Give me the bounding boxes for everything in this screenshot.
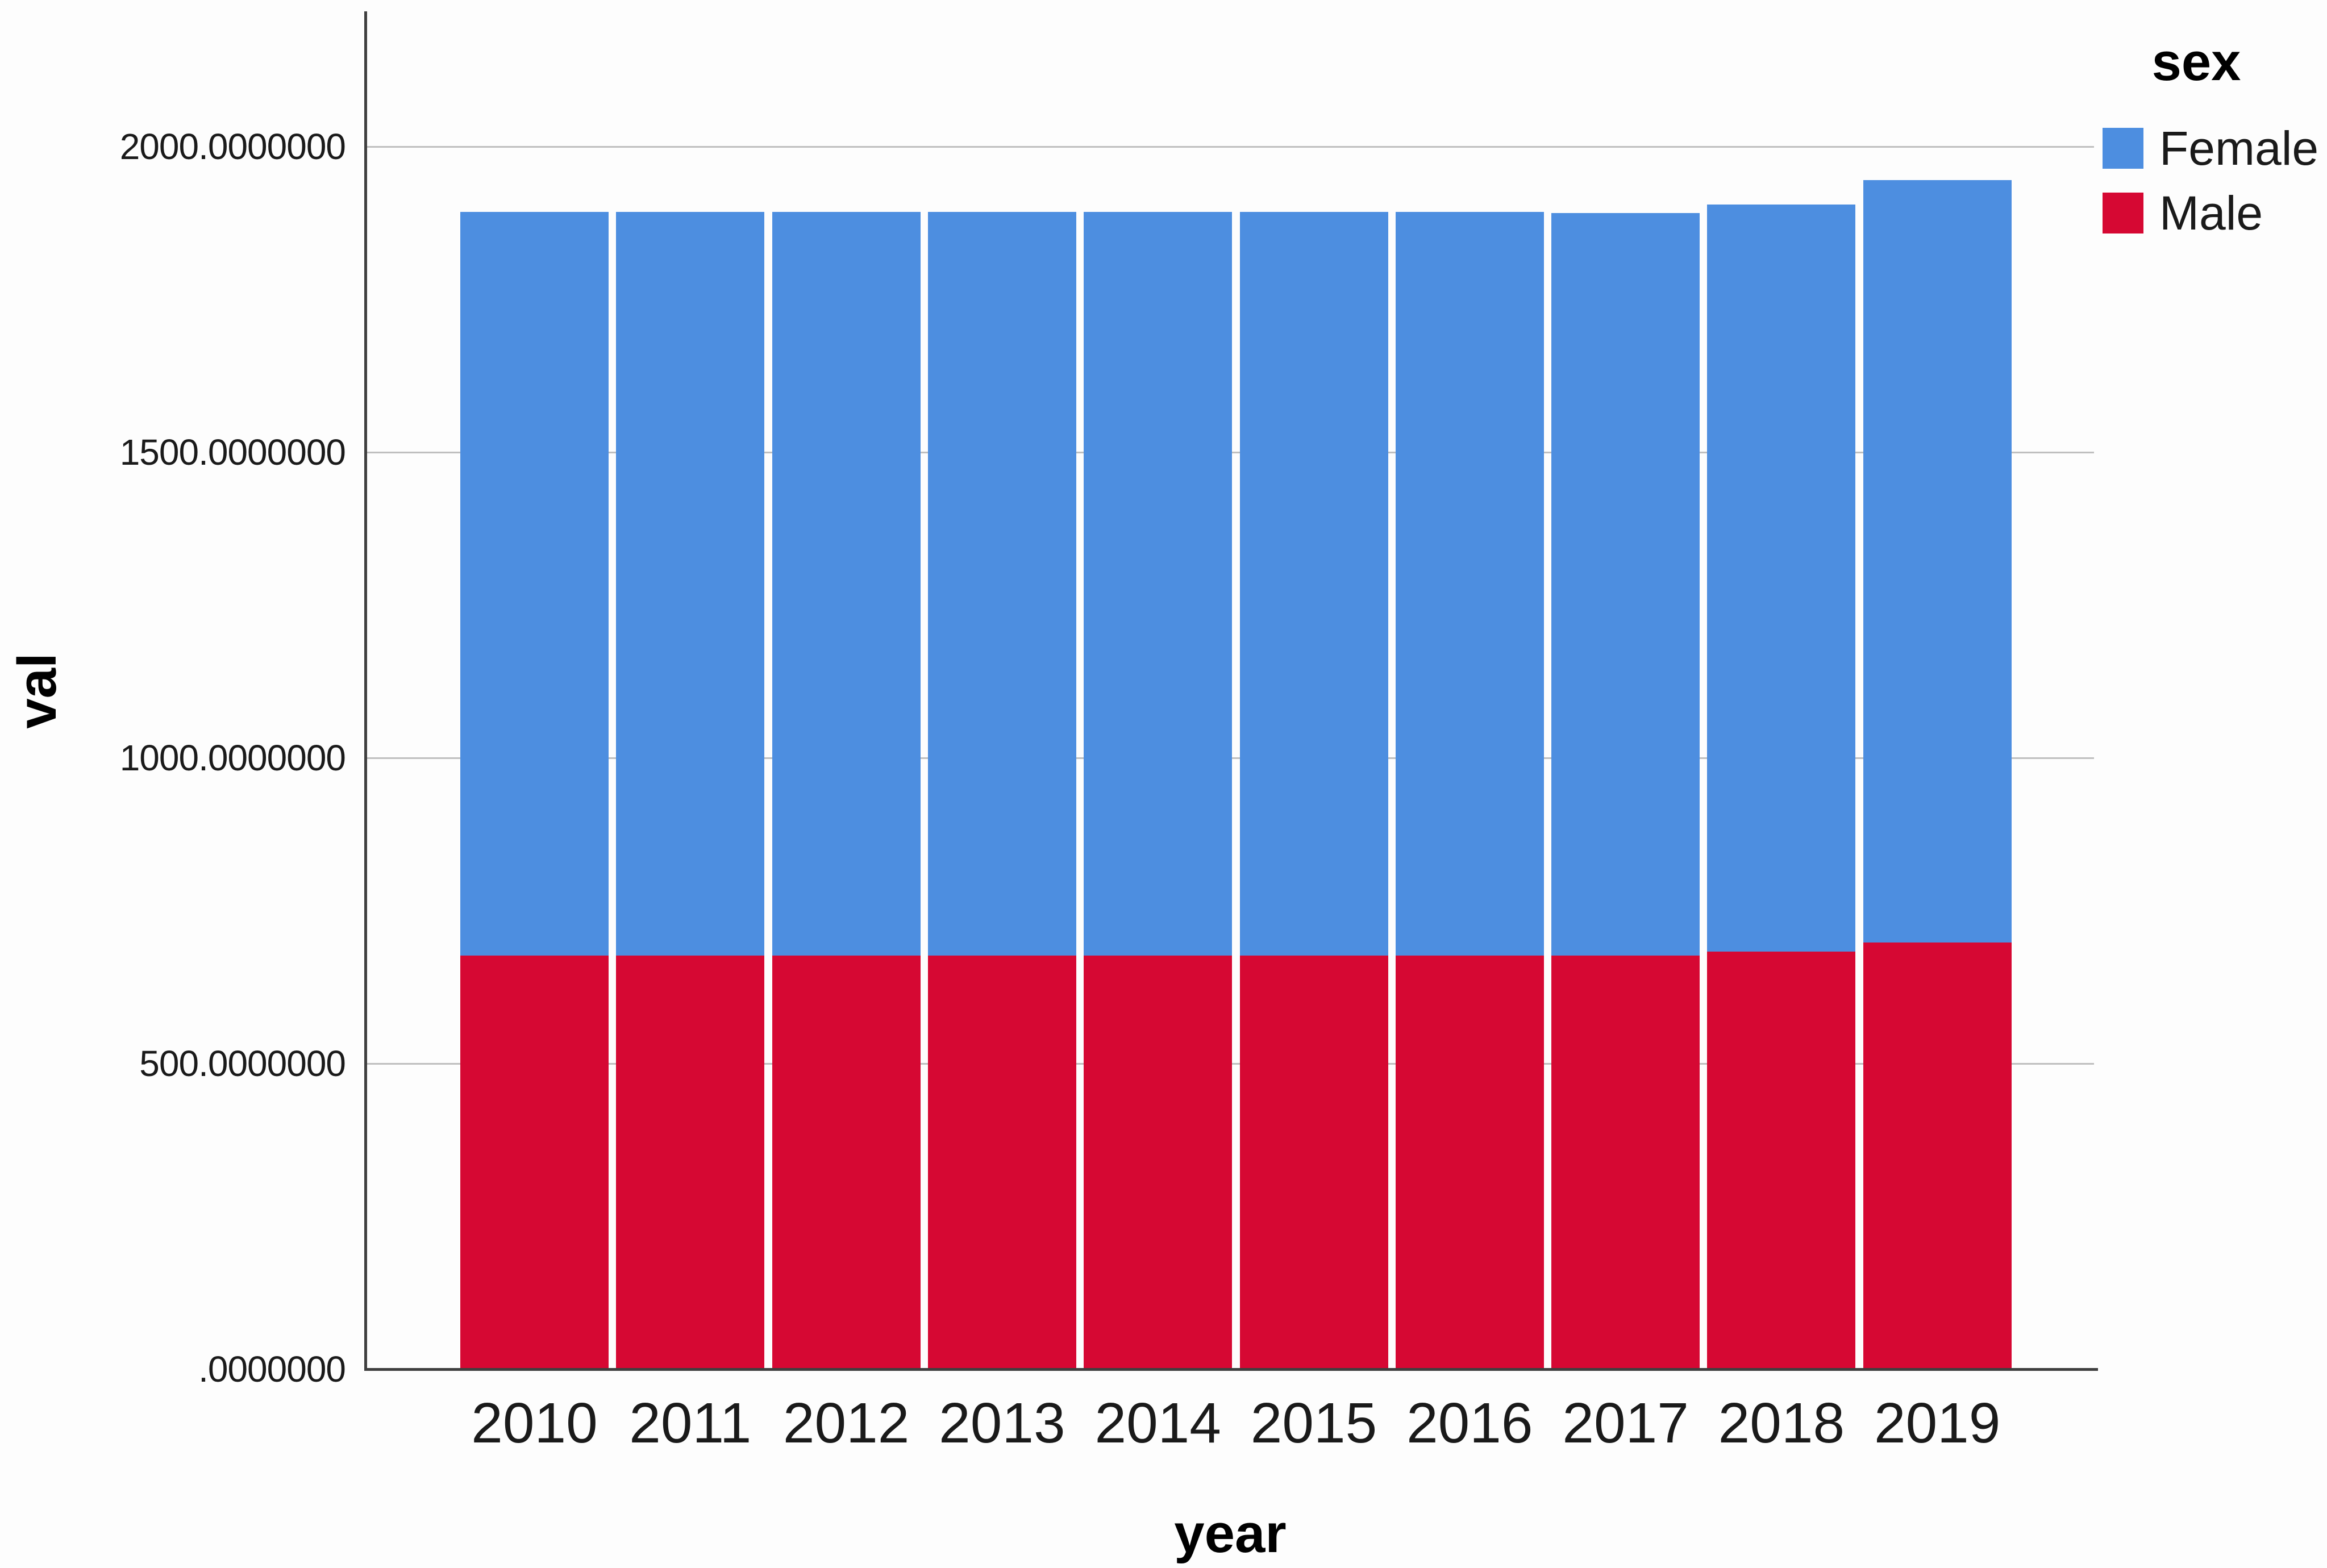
bar-segment-2012-male <box>772 955 921 1369</box>
bar-segment-2014-male <box>1084 955 1233 1369</box>
bar-segment-2018-female <box>1707 205 1856 952</box>
legend-swatch-male <box>2103 193 2143 233</box>
bar-segment-2013-female <box>927 212 1076 956</box>
legend-title: sex <box>2151 32 2241 91</box>
bar-segment-2017-male <box>1551 955 1700 1369</box>
legend-label-female: Female <box>2159 122 2319 175</box>
x-tick-label-2017: 2017 <box>1562 1391 1689 1455</box>
x-tick-label-2014: 2014 <box>1094 1391 1221 1455</box>
bar-segment-2016-male <box>1395 955 1544 1369</box>
x-tick-label-2018: 2018 <box>1718 1391 1845 1455</box>
bar-segment-2015-male <box>1239 955 1388 1369</box>
x-tick-label-2011: 2011 <box>629 1391 752 1455</box>
x-tick-label-2010: 2010 <box>471 1391 598 1455</box>
y-tick-label-2000: 2000.0000000 <box>119 126 346 167</box>
bar-segment-2012-female <box>772 212 921 956</box>
y-tick-label-1500: 1500.0000000 <box>119 432 346 473</box>
bar-segment-2019-male <box>1863 942 2012 1369</box>
x-tick-label-2019: 2019 <box>1874 1391 2001 1455</box>
x-axis-line <box>364 1368 2098 1371</box>
bar-segment-2011-male <box>616 955 765 1369</box>
x-tick-label-2013: 2013 <box>939 1391 1065 1455</box>
legend: sex Female Male <box>2103 31 2318 254</box>
bar-segment-2010-male <box>460 955 609 1369</box>
bar-segment-2015-female <box>1239 212 1388 956</box>
bar-segment-2011-female <box>616 212 765 956</box>
y-axis-title: val <box>7 653 68 729</box>
bar-segment-2017-female <box>1551 213 1700 956</box>
bar-segment-2010-female <box>460 212 609 956</box>
gridline-2000 <box>367 146 2094 148</box>
y-axis-line <box>364 11 367 1370</box>
bar-segment-2019-female <box>1863 180 2012 943</box>
bar-segment-2013-male <box>927 955 1076 1369</box>
bar-segment-2014-female <box>1084 212 1233 956</box>
legend-items: Female Male <box>2103 124 2318 237</box>
x-axis-title: year <box>1174 1503 1287 1564</box>
bar-segment-2016-female <box>1395 212 1544 956</box>
x-tick-label-2016: 2016 <box>1406 1391 1533 1455</box>
y-tick-label-1000: 1000.0000000 <box>119 737 346 778</box>
x-tick-label-2012: 2012 <box>782 1391 910 1455</box>
bar-segment-2018-male <box>1707 952 1856 1369</box>
x-tick-label-2015: 2015 <box>1250 1391 1377 1455</box>
y-tick-label-0: .0000000 <box>198 1349 346 1390</box>
legend-row-male: Male <box>2103 189 2307 237</box>
legend-row-female: Female <box>2103 124 2318 172</box>
legend-swatch-female <box>2103 128 2143 169</box>
y-tick-label-500: 500.0000000 <box>139 1043 346 1084</box>
legend-label-male: Male <box>2159 186 2263 240</box>
